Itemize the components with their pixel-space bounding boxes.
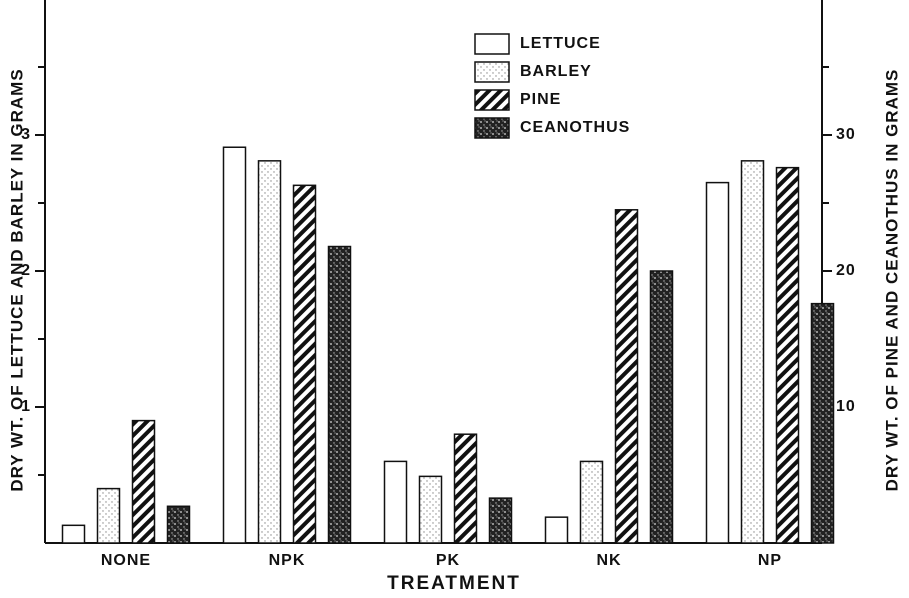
y-tick-label: 1: [21, 398, 31, 415]
legend-label: PINE: [520, 91, 561, 108]
y2-tick-label: 20: [836, 262, 856, 279]
y-tick-label: 3: [21, 126, 31, 143]
bar: [705, 181, 730, 544]
legend-swatch: [474, 117, 510, 139]
bar: [292, 184, 317, 544]
y-tick-label: 2: [21, 262, 31, 279]
bar: [614, 209, 639, 544]
legend-swatch: [474, 89, 510, 111]
legend-label: BARLEY: [520, 63, 592, 80]
bar: [810, 302, 835, 544]
legend-swatch: [474, 33, 510, 55]
bar: [579, 460, 604, 544]
bar: [418, 475, 443, 544]
bar: [257, 160, 282, 544]
bar: [327, 245, 352, 544]
legend-label: CEANOTHUS: [520, 119, 630, 136]
x-tick-label: PK: [436, 552, 460, 569]
bar: [775, 166, 800, 544]
x-tick-label: NONE: [101, 552, 151, 569]
y-axis-label: DRY WT. OF LETTUCE AND BARLEY IN GRAMS: [7, 68, 26, 491]
bar: [96, 487, 121, 544]
y2-tick-label: 30: [836, 126, 856, 143]
x-tick-label: NPK: [269, 552, 306, 569]
bar: [61, 524, 86, 544]
legend-label: LETTUCE: [520, 35, 601, 52]
bar: [649, 270, 674, 544]
bar: [453, 433, 478, 544]
x-axis-label: TREATMENT: [387, 573, 521, 594]
x-tick-label: NK: [596, 552, 621, 569]
bar: [740, 160, 765, 544]
bar: [166, 505, 191, 544]
legend-swatch: [474, 61, 510, 83]
y2-tick-label: 10: [836, 398, 856, 415]
bar: [222, 146, 247, 544]
bar: [383, 460, 408, 544]
y2-axis-label: DRY WT. OF PINE AND CEANOTHUS IN GRAMS: [882, 69, 901, 492]
bar: [131, 419, 156, 544]
bar: [488, 497, 513, 544]
x-tick-label: NP: [758, 552, 782, 569]
bar: [544, 516, 569, 544]
